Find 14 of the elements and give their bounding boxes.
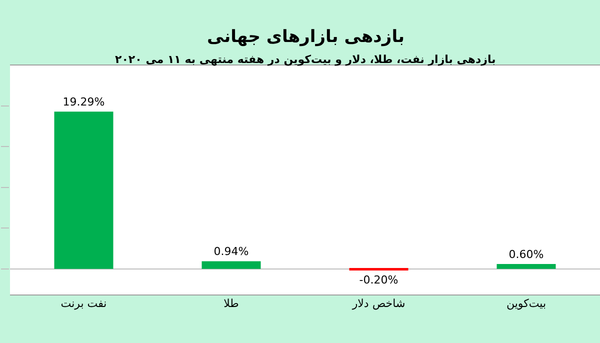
chart-subtitle: بازدهی بازار نفت، طلا، دلار و بیت‌کوین در هفته منتهی به ۱۱ می ۲۰۲۰ (115, 53, 496, 66)
data-label: 19.29% (62, 96, 105, 109)
data-label: 0.94% (214, 245, 249, 258)
bar (202, 261, 261, 269)
bar (349, 268, 408, 271)
x-tick-label: بیت‌کوین (506, 297, 546, 310)
bar (54, 112, 114, 269)
data-label: 0.60% (508, 248, 544, 262)
chart-title: بازدهی بازارهای جهانی (207, 27, 404, 47)
x-tick-label: شاخص دلار (351, 297, 406, 310)
x-tick-label: نفت برنت (60, 297, 107, 310)
x-tick-label: طلا (224, 297, 240, 310)
bar (496, 264, 556, 269)
data-label: -0.20% (359, 274, 398, 287)
